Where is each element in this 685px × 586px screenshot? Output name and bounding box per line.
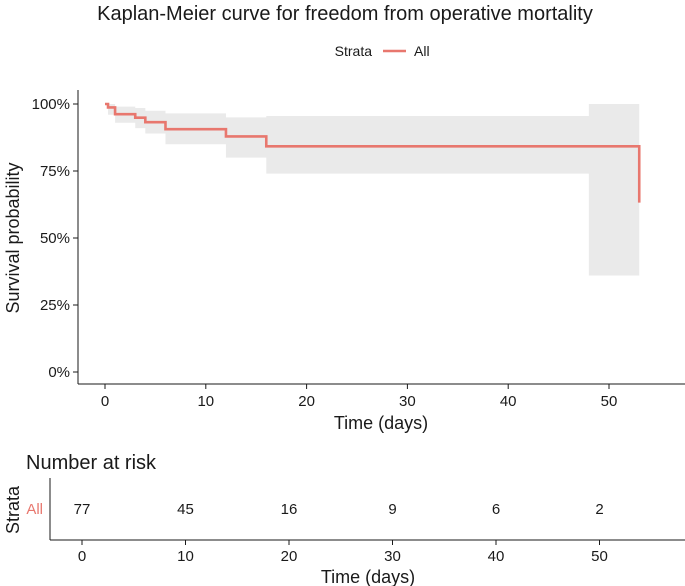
legend-title: Strata [335,43,373,59]
chart-title: Kaplan-Meier curve for freedom from oper… [97,3,593,25]
risk-table-x-axis-label: Time (days) [321,567,415,586]
x-tick-label: 50 [601,393,618,410]
survival-curve-layer [105,102,641,203]
legend: Strata All [335,43,430,59]
risk-count: 45 [177,501,194,518]
y-tick-label: 75% [40,163,70,180]
x-tick-label: 10 [197,393,214,410]
risk-count: 77 [74,501,91,518]
x-tick-label: 0 [101,393,109,410]
y-tick-label: 50% [40,230,70,247]
x-axis-ticks: 0 10 20 30 40 50 [101,384,618,410]
legend-label-all: All [414,43,430,59]
x-axis-label: Time (days) [334,413,428,433]
risk-count: 6 [492,501,500,518]
x-tick-label: 30 [399,393,416,410]
survival-curve-all [105,102,641,203]
risk-x-tick-label: 40 [488,548,505,565]
y-tick-label: 25% [40,297,70,314]
risk-x-tick-label: 10 [177,548,194,565]
risk-x-tick-label: 50 [591,548,608,565]
x-tick-label: 20 [298,393,315,410]
risk-table-strata-axis-label: Strata [3,485,23,534]
risk-table-counts: 77 45 16 9 6 2 [74,501,604,518]
risk-table-title: Number at risk [26,452,157,474]
y-tick-label: 0% [48,364,70,381]
risk-count: 16 [281,501,298,518]
risk-x-tick-label: 0 [78,548,86,565]
y-axis-label: Survival probability [3,162,23,313]
risk-x-tick-label: 20 [281,548,298,565]
risk-count: 2 [595,501,603,518]
km-plot-area: 0%25%50%75%100% 0 10 20 30 40 50 Time (days) … [3,90,685,433]
risk-table: Number at risk Strata All 77 45 16 9 6 2 0 10 2… [3,452,685,586]
risk-table-strata-label: All [26,501,43,518]
risk-x-tick-label: 30 [384,548,401,565]
y-axis-ticks: 0% 25% 50% 75% 100% [32,96,78,381]
x-tick-label: 40 [500,393,517,410]
risk-table-x-ticks: 0 10 20 30 40 50 [78,540,608,565]
y-tick-label: 100% [32,96,70,113]
risk-count: 9 [388,501,396,518]
